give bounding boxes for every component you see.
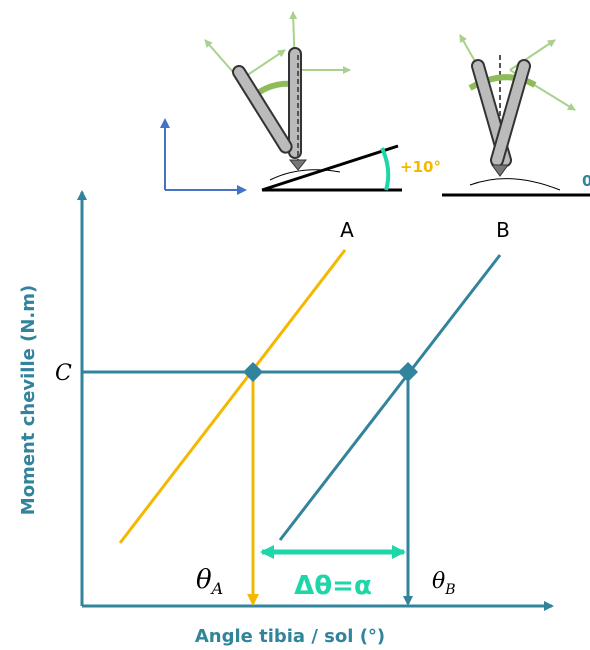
intersection — [243, 362, 263, 382]
line-a — [118, 249, 347, 544]
line-label: B — [496, 218, 510, 242]
delta-label: Δθ=α — [294, 571, 372, 601]
theta-b: θB — [432, 569, 456, 598]
x-axis-label: Angle tibia / sol (°) — [195, 626, 385, 647]
y-axis-label: Moment cheville (N.m) — [18, 285, 39, 515]
angle-label: 0 — [582, 172, 590, 190]
moment-label: C — [55, 361, 72, 386]
angle-label: +10° — [400, 158, 441, 176]
line-b — [278, 254, 502, 541]
theta-a: θA — [196, 565, 223, 598]
line-label: A — [340, 218, 354, 242]
intersection — [398, 362, 418, 382]
illustration: +10° 0 — [160, 11, 590, 197]
